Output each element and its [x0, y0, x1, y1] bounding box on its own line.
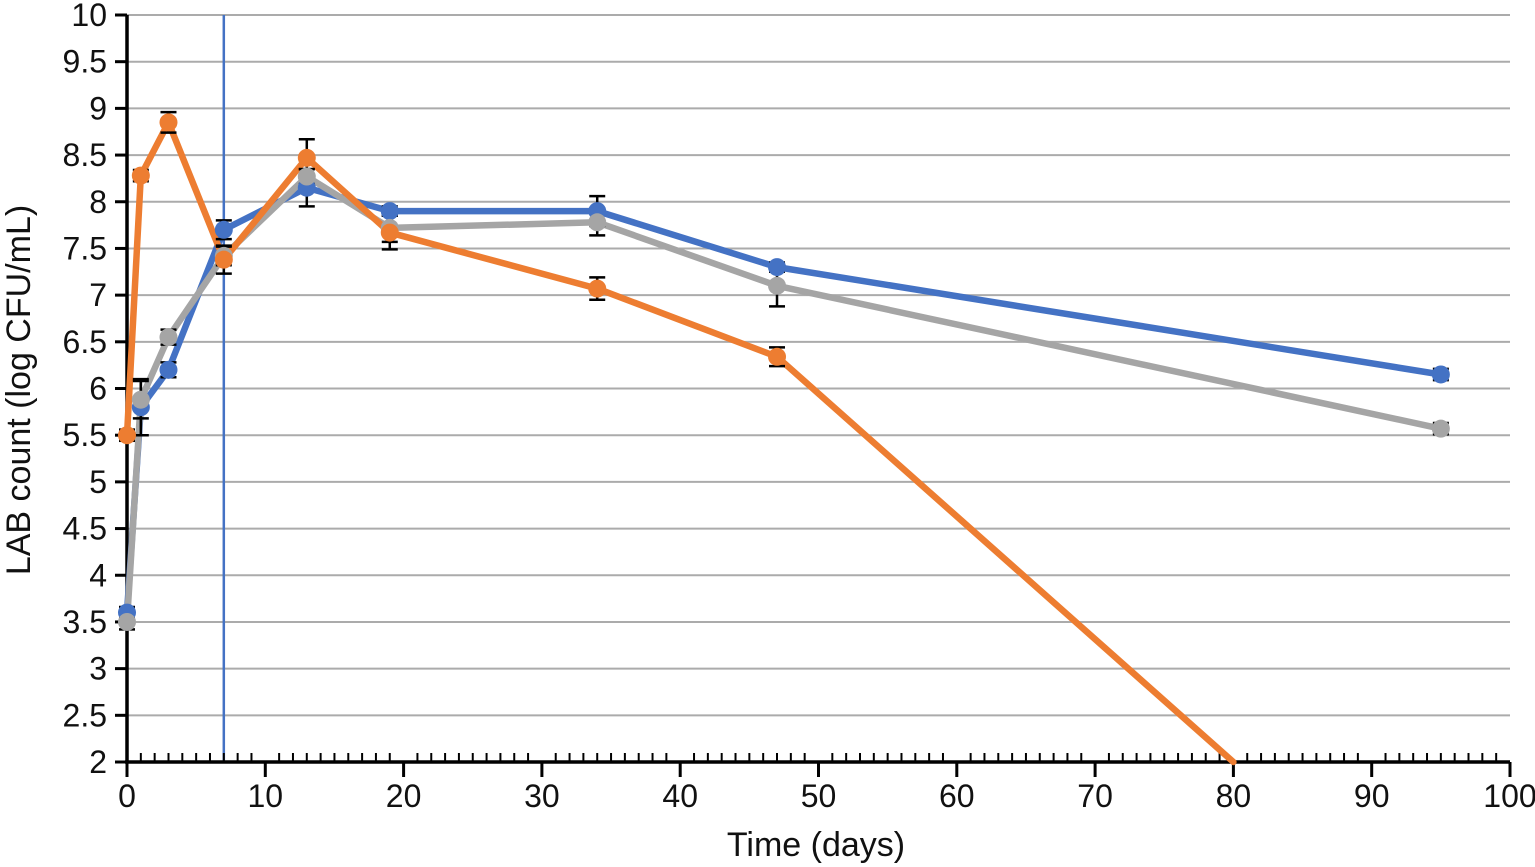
x-tick-label: 100	[1483, 778, 1535, 814]
marker-orange	[159, 113, 178, 132]
x-tick-label: 20	[386, 778, 422, 814]
x-tick-label: 70	[1077, 778, 1113, 814]
y-axis-title: LAB count (log CFU/mL)	[0, 205, 38, 575]
y-tick-label: 6.5	[63, 324, 107, 360]
series-lines	[123, 119, 1445, 766]
marker-orange	[131, 166, 150, 185]
marker-gray	[588, 213, 607, 232]
marker-gray	[768, 276, 787, 295]
marker-orange	[297, 148, 316, 167]
y-tick-label: 5	[89, 464, 107, 500]
marker-gray	[131, 390, 150, 409]
marker-orange	[588, 279, 607, 298]
marker-gray	[118, 612, 136, 631]
tick-labels: 0 10 20 30 40 50 60 70 80 90 100 2 2.5 3 3.5 4 4.5 5 5.5 6 6…	[63, 0, 1535, 814]
x-tick-label: 0	[118, 778, 136, 814]
y-tick-label: 7	[89, 277, 107, 313]
y-tick-label: 2	[89, 744, 107, 780]
marker-orange	[380, 223, 399, 242]
marker-orange	[768, 347, 787, 366]
series-gray-line	[123, 173, 1445, 626]
x-tick-label: 40	[662, 778, 698, 814]
series-orange-line	[123, 119, 1237, 766]
gridlines	[127, 14, 1510, 717]
marker-blue	[768, 258, 787, 277]
series-markers	[118, 113, 1450, 631]
marker-gray	[1431, 419, 1450, 438]
marker-blue	[159, 360, 178, 379]
x-axis-title: Time (days)	[727, 826, 905, 864]
y-tick-label: 2.5	[63, 697, 107, 733]
x-tick-label: 60	[939, 778, 975, 814]
y-tick-label: 3	[89, 651, 107, 687]
x-tick-label: 30	[524, 778, 560, 814]
x-tick-label: 50	[801, 778, 837, 814]
y-tick-label: 6	[89, 371, 107, 407]
y-tick-label: 9	[89, 90, 107, 126]
marker-orange	[214, 250, 233, 269]
marker-orange	[118, 426, 136, 445]
x-tick-label: 90	[1354, 778, 1390, 814]
y-tick-label: 7.5	[63, 230, 107, 266]
y-tick-label: 8	[89, 184, 107, 220]
y-tick-label: 4.5	[63, 511, 107, 547]
y-tick-label: 8.5	[63, 137, 107, 173]
marker-blue	[380, 202, 399, 221]
y-tick-label: 10	[71, 0, 107, 33]
marker-blue	[214, 220, 233, 239]
y-tick-label: 3.5	[63, 604, 107, 640]
y-tick-label: 9.5	[63, 44, 107, 80]
marker-gray	[297, 167, 316, 186]
x-tick-label: 80	[1216, 778, 1252, 814]
x-tick-label: 10	[248, 778, 284, 814]
series-blue-line	[123, 184, 1445, 616]
marker-gray	[159, 328, 178, 347]
y-tick-label: 5.5	[63, 417, 107, 453]
y-tick-label: 4	[89, 557, 107, 593]
marker-blue	[1431, 365, 1450, 384]
